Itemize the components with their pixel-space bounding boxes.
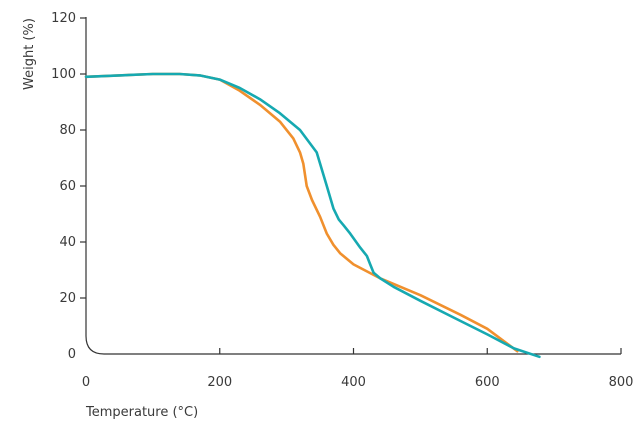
y-tick-label: 0 (68, 347, 76, 362)
x-axis-title: Temperature (°C) (85, 405, 198, 420)
x-tick-label: 0 (82, 375, 90, 390)
y-tick-label: 20 (59, 291, 76, 306)
y-tick-label: 40 (59, 235, 76, 250)
x-tick-label: 800 (609, 375, 634, 390)
y-tick-label: 60 (59, 179, 76, 194)
axes (85, 17, 621, 355)
y-tick-label: 120 (51, 11, 76, 26)
series-line-1 (84, 72, 541, 359)
x-tick-label: 200 (207, 375, 232, 390)
y-tick-label: 80 (59, 123, 76, 138)
x-tick-label: 400 (341, 375, 366, 390)
y-ticks: 0 20 40 60 80 100 120 (51, 11, 86, 362)
x-ticks: 0 200 400 600 800 (82, 348, 634, 390)
y-axis-title: Weight (%) (22, 18, 37, 90)
series-line-2 (84, 72, 519, 353)
x-tick-label: 600 (475, 375, 500, 390)
series-layer (84, 72, 541, 359)
y-axis-line (85, 17, 105, 355)
y-tick-label: 100 (51, 67, 76, 82)
